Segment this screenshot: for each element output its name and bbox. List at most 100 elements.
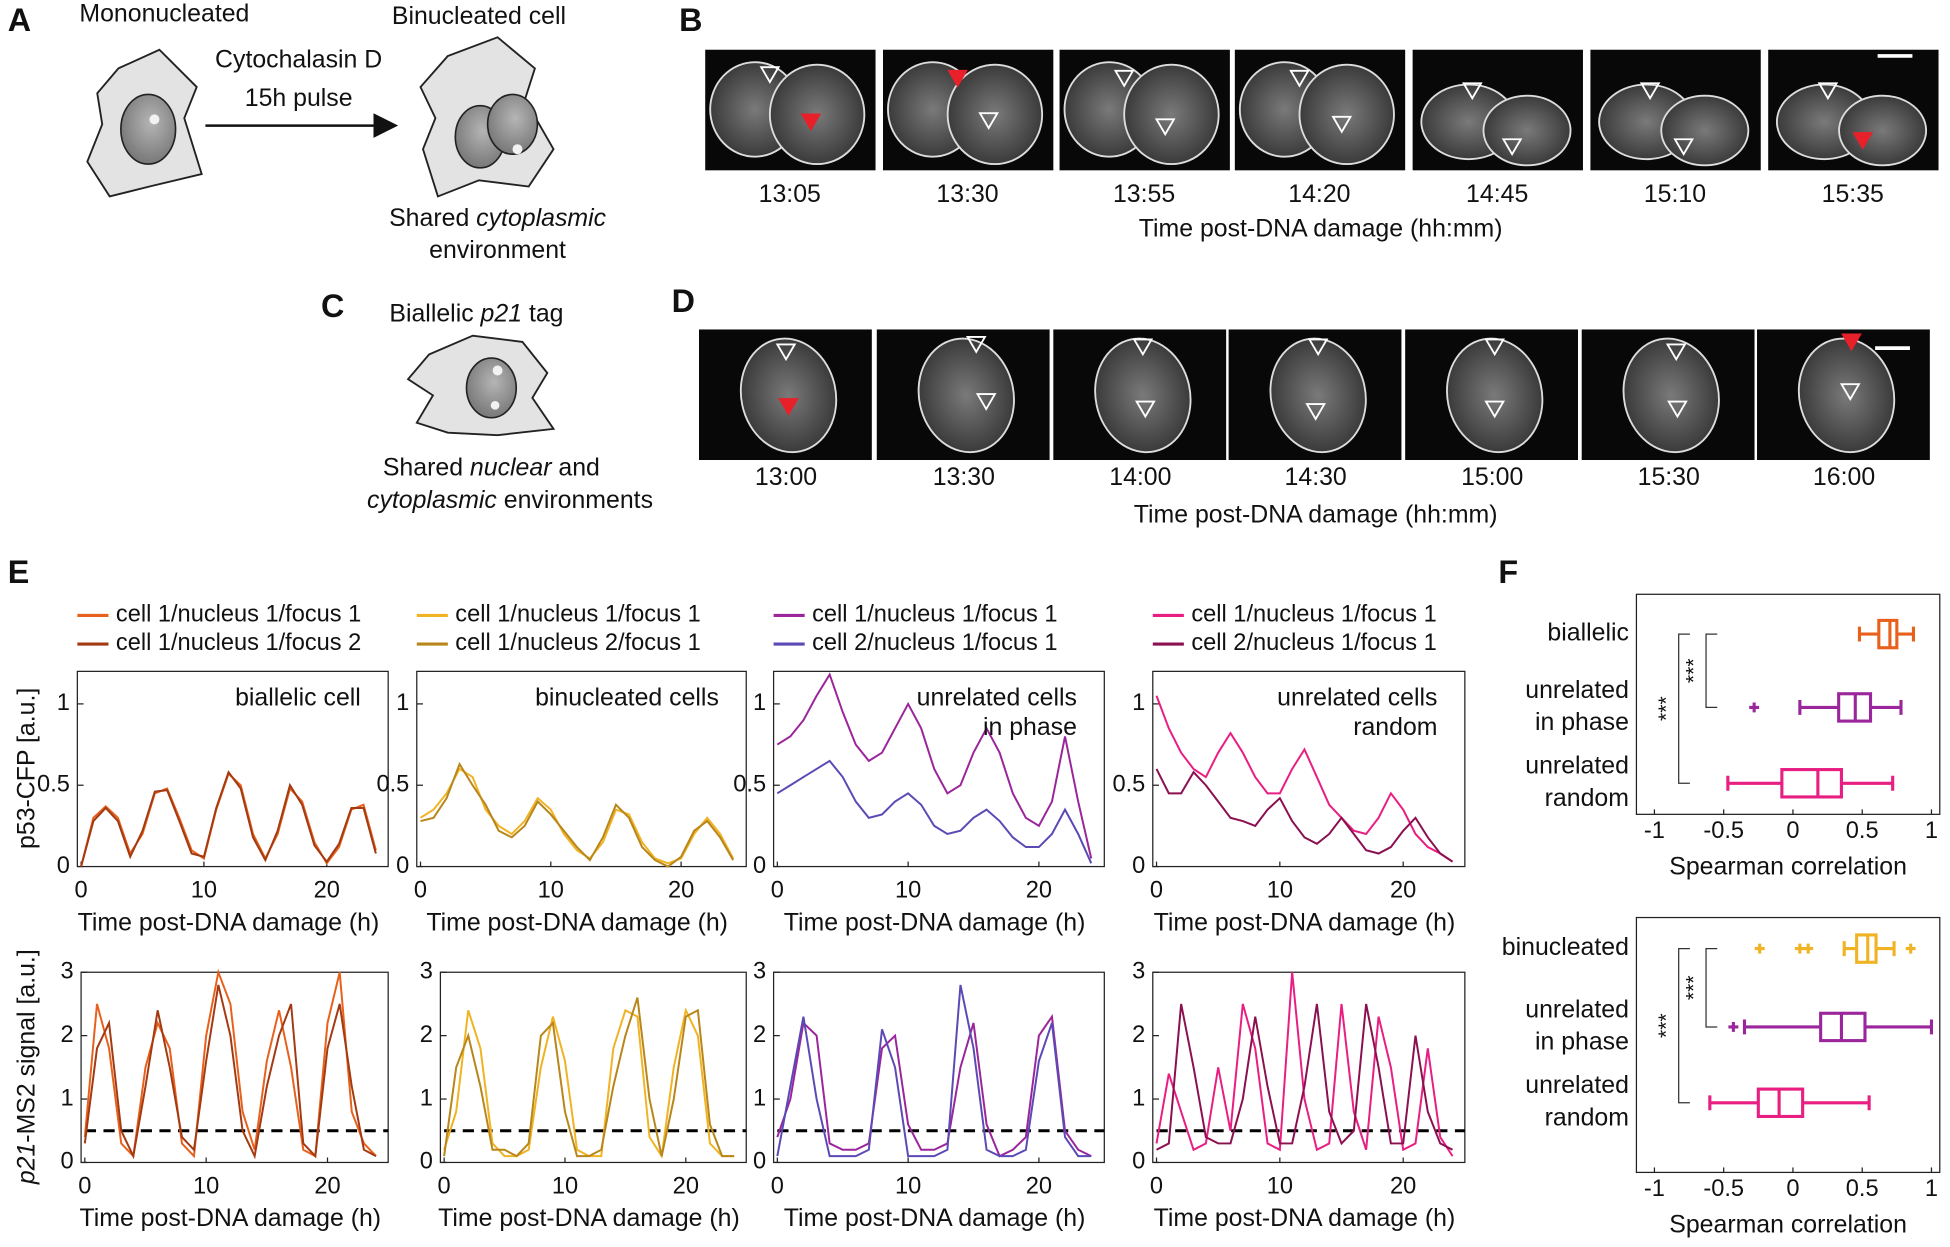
focus-icon bbox=[512, 144, 523, 155]
y-tick-label: 2 bbox=[1132, 1022, 1145, 1048]
whisker-low bbox=[1742, 1019, 1821, 1035]
x-tick-label: 10 bbox=[191, 878, 217, 904]
x-tick-label: 0 bbox=[78, 1174, 91, 1200]
cell-outline bbox=[1094, 337, 1192, 454]
x-tick-label: 10 bbox=[552, 1174, 578, 1200]
whisker-high bbox=[1841, 775, 1895, 791]
series-line bbox=[776, 672, 1093, 859]
y-tick-label: 0.5 bbox=[37, 771, 70, 797]
axes-frame bbox=[772, 670, 1105, 868]
arrowhead-marker bbox=[975, 393, 997, 411]
time-label: 13:05 bbox=[759, 180, 821, 208]
x-tick-label: 0 bbox=[1150, 1174, 1163, 1200]
category-label: biallelic bbox=[1547, 619, 1629, 647]
category-label: unrelated bbox=[1525, 676, 1629, 704]
category-label: unrelated bbox=[1525, 1071, 1629, 1099]
y-tick-label: 1 bbox=[1132, 690, 1145, 716]
note: cytoplasmic environments bbox=[367, 486, 653, 514]
chart-annotation: random bbox=[1353, 713, 1437, 741]
y-tick-label: 0 bbox=[1132, 853, 1145, 879]
arrowhead-marker bbox=[978, 112, 1000, 130]
outlier bbox=[1728, 1021, 1739, 1032]
series-line bbox=[776, 984, 1092, 1158]
panel-label: F bbox=[1498, 554, 1518, 590]
y-tick-label: 3 bbox=[1132, 958, 1145, 984]
series-line bbox=[419, 767, 735, 865]
category-label: in phase bbox=[1535, 1028, 1629, 1056]
axis-label: Time post-DNA damage (hh:mm) bbox=[1134, 501, 1498, 529]
y-tick-label: 0 bbox=[57, 853, 70, 879]
legend-label: cell 1/nucleus 2/focus 1 bbox=[455, 630, 700, 656]
time-label: 15:35 bbox=[1822, 180, 1884, 208]
arrowhead-marker bbox=[1289, 69, 1310, 88]
chart-annotation: binucleated cells bbox=[535, 683, 719, 711]
arrowhead-marker bbox=[759, 66, 781, 84]
arrowhead-marker bbox=[1484, 338, 1506, 357]
caption: Biallelic p21 tag bbox=[389, 299, 563, 327]
series-line bbox=[776, 1013, 1092, 1158]
axes-frame bbox=[416, 670, 747, 868]
y-tick-label: 0.5 bbox=[1112, 771, 1145, 797]
axes-frame bbox=[772, 971, 1105, 1164]
x-axis-label: Time post-DNA damage (h) bbox=[784, 1204, 1086, 1232]
x-tick-label: 1 bbox=[1925, 1176, 1938, 1202]
whisker-high bbox=[1876, 941, 1896, 957]
axes-frame bbox=[1635, 916, 1941, 1174]
series-line bbox=[1155, 972, 1454, 1157]
axes-frame bbox=[1152, 670, 1466, 868]
y-tick-label: 2 bbox=[420, 1022, 433, 1048]
note: Shared nuclear and bbox=[383, 453, 600, 481]
chart-annotation: biallelic cell bbox=[235, 683, 361, 711]
x-tick-label: 20 bbox=[668, 878, 694, 904]
arrowhead-marker bbox=[1667, 400, 1688, 419]
series-line bbox=[80, 770, 377, 867]
y-tick-label: 0 bbox=[420, 1149, 433, 1175]
whisker-high bbox=[1870, 699, 1903, 715]
treatment: 15h pulse bbox=[245, 84, 353, 112]
x-tick-label: 1 bbox=[1925, 818, 1938, 844]
arrowhead-marker bbox=[1817, 82, 1839, 101]
panel-label: A bbox=[8, 2, 31, 38]
time-label: 16:00 bbox=[1813, 463, 1875, 491]
box bbox=[1780, 768, 1843, 799]
whisker-low bbox=[1708, 1095, 1759, 1111]
series-line bbox=[80, 772, 377, 867]
category-label: in phase bbox=[1535, 708, 1629, 736]
whisker-low bbox=[1842, 941, 1857, 957]
whisker-high bbox=[1864, 1019, 1934, 1035]
cell-outline bbox=[1797, 337, 1896, 454]
y-tick-label: 0.5 bbox=[733, 771, 766, 797]
x-tick-label: 20 bbox=[1026, 878, 1052, 904]
x-axis-label: Time post-DNA damage (h) bbox=[1154, 908, 1456, 936]
significance-bracket bbox=[1678, 947, 1690, 1104]
y-tick-label: 1 bbox=[396, 690, 409, 716]
legend-label: cell 1/nucleus 1/focus 1 bbox=[455, 602, 700, 628]
y-tick-label: 1 bbox=[753, 1085, 766, 1111]
significance-label: *** bbox=[1682, 975, 1705, 1000]
cell-outline bbox=[1838, 94, 1928, 167]
panel-label: C bbox=[321, 288, 344, 324]
time-label: 13:00 bbox=[755, 463, 817, 491]
y-tick-label: 1 bbox=[57, 690, 70, 716]
axes-frame bbox=[80, 971, 389, 1164]
x-axis-label: Time post-DNA damage (h) bbox=[426, 908, 728, 936]
category-label: random bbox=[1545, 784, 1629, 812]
x-tick-label: 10 bbox=[895, 878, 921, 904]
x-tick-label: 0 bbox=[1786, 1176, 1799, 1202]
y-axis-label: p21-MS2 signal [a.u.] bbox=[12, 949, 40, 1185]
arrowhead-marker bbox=[1639, 82, 1661, 101]
legend-label: cell 1/nucleus 1/focus 1 bbox=[116, 602, 361, 628]
x-axis-label: Time post-DNA damage (h) bbox=[78, 908, 380, 936]
category-label: unrelated bbox=[1525, 995, 1629, 1023]
legend-label: cell 2/nucleus 1/focus 1 bbox=[812, 630, 1057, 656]
panel-label: E bbox=[8, 554, 30, 590]
category-label: random bbox=[1545, 1104, 1629, 1132]
y-tick-label: 0 bbox=[753, 853, 766, 879]
x-tick-label: 0 bbox=[771, 878, 784, 904]
significance-label: *** bbox=[1655, 1013, 1678, 1038]
whisker-high bbox=[1802, 1095, 1871, 1111]
cell-outline bbox=[946, 63, 1044, 166]
x-tick-label: -0.5 bbox=[1703, 1176, 1744, 1202]
series-line bbox=[443, 997, 735, 1158]
arrowhead-marker bbox=[1461, 82, 1483, 101]
